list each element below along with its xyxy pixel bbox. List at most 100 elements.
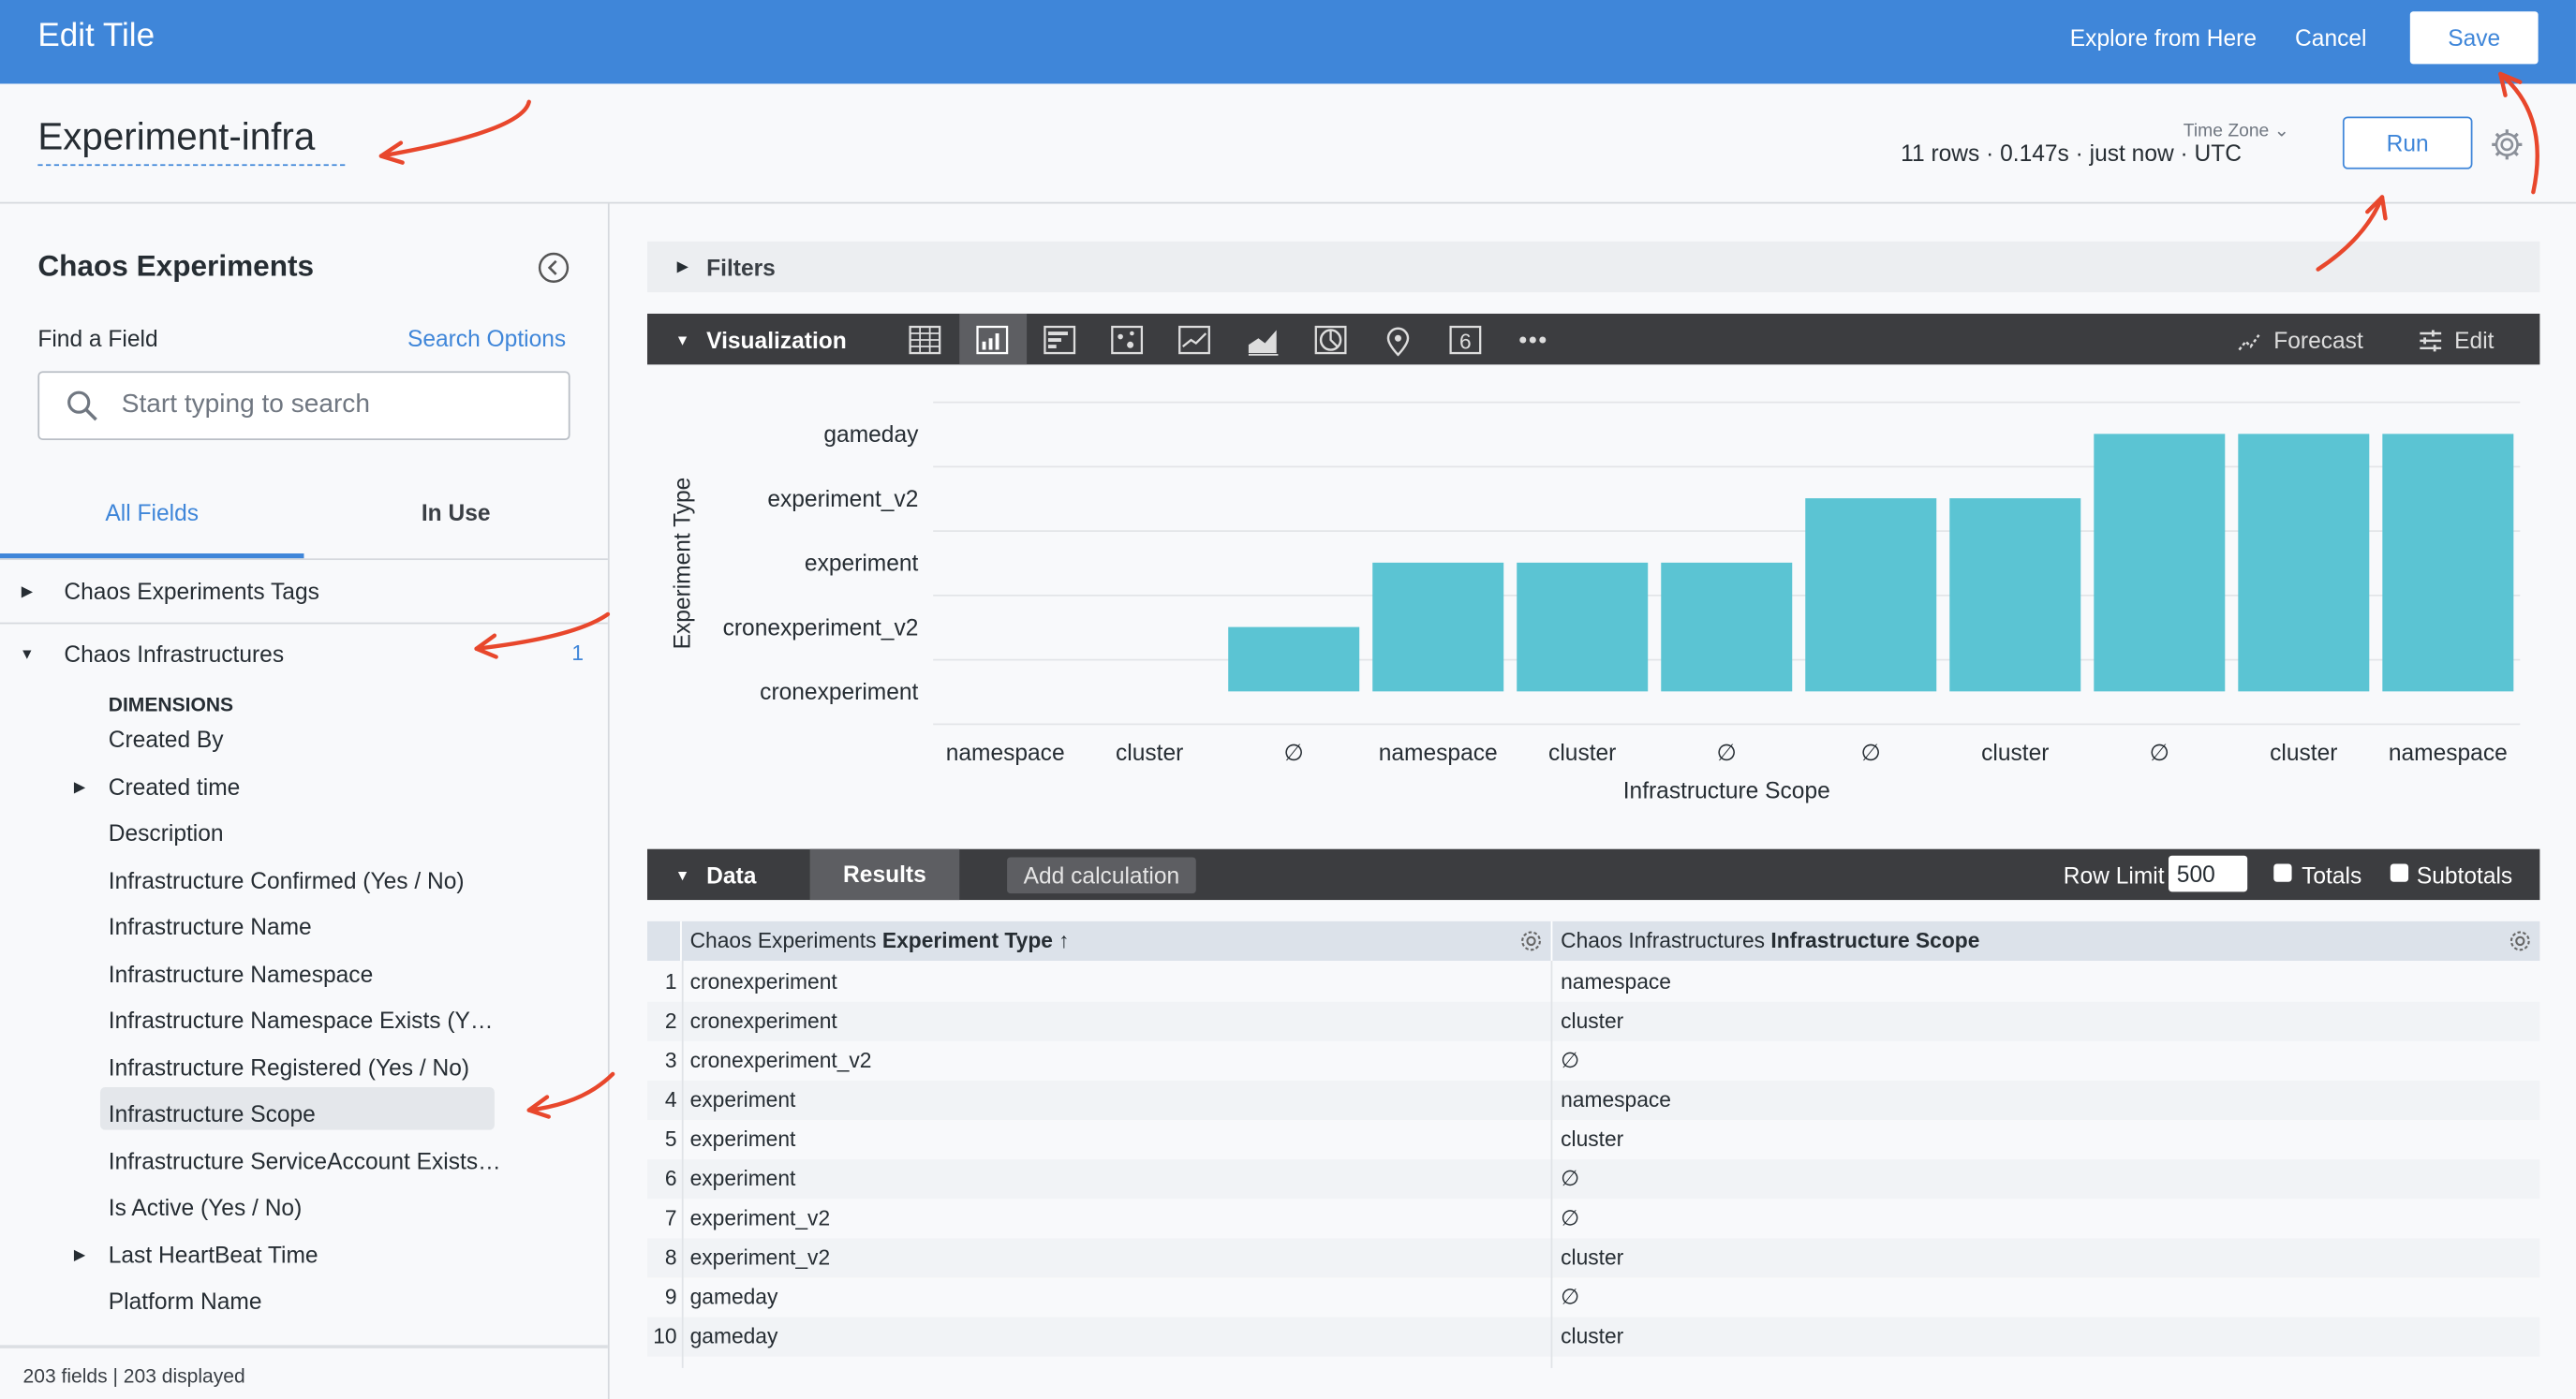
table-row: 9 gameday ∅ [646,1277,2540,1318]
group-chaos-infrastructures[interactable]: Chaos Infrastructures [64,640,285,668]
forecast-button[interactable]: Forecast [2273,327,2363,354]
tile-name-input[interactable]: Experiment-infra [37,115,346,167]
svg-text:6: 6 [1459,330,1472,354]
run-button[interactable]: Run [2342,116,2473,169]
field-item[interactable]: Last HeartBeat Time [108,1240,318,1268]
table-cell: cronexperiment_v2 [689,1047,872,1073]
bar [2238,434,2370,692]
map-pin-icon[interactable] [1380,322,1416,359]
table-cell: ∅ [1561,1205,1579,1230]
field-item[interactable]: Infrastructure Registered (Yes / No) [108,1053,470,1081]
data-tab[interactable]: Data [706,861,757,889]
field-item[interactable]: Infrastructure Namespace [108,960,374,987]
edit-viz-button[interactable]: Edit [2454,327,2495,354]
tab-all-fields[interactable]: All Fields [105,499,200,526]
y-tick-label: cronexperiment [760,680,918,705]
field-search-input[interactable]: Start typing to search [37,371,570,441]
row-number: 4 [664,1087,677,1112]
filters-section[interactable]: ▶ Filters [646,241,2540,293]
table-cell: experiment [689,1166,796,1191]
row-limit-input[interactable]: 500 [2169,855,2248,892]
time-zone-select[interactable]: Time Zone ⌄ [2184,120,2289,141]
field-count: 203 fields | 203 displayed [22,1364,245,1388]
gear-icon[interactable] [2507,928,2533,954]
line-chart-icon[interactable] [1177,322,1213,359]
gear-icon[interactable] [1518,928,1545,954]
y-tick-label: experiment [805,552,919,577]
single-value-icon[interactable]: 6 [1447,322,1484,359]
explore-from-here-link[interactable]: Explore from Here [2069,24,2258,52]
bar [1805,498,1937,692]
table-icon[interactable] [907,322,943,359]
query-status: 11 rows · 0.147s · just now · UTC [1901,140,2243,167]
save-button[interactable]: Save [2409,11,2539,65]
bar-chart-icon[interactable] [1042,322,1078,359]
caret-right-icon: ▶ [676,258,688,274]
area-chart-icon[interactable] [1245,322,1281,359]
x-tick-label: cluster [1548,741,1616,766]
results-tab[interactable]: Results [809,848,960,901]
column-view-label: Chaos Experiments [689,927,882,953]
field-item[interactable]: Infrastructure Name [108,913,312,940]
gear-icon[interactable] [2489,126,2525,163]
divider [1550,920,1553,961]
visualization-label[interactable]: Visualization [706,327,847,354]
more-icon[interactable] [1515,322,1551,359]
pie-chart-icon[interactable] [1312,322,1349,359]
field-item[interactable]: Infrastructure ServiceAccount Exists… [108,1147,501,1174]
field-item[interactable]: Description [108,819,224,847]
field-item[interactable]: Infrastructure Scope [108,1100,316,1127]
column-header-experiment-type[interactable]: Chaos Experiments Experiment Type ↑ [690,921,1070,961]
divider [0,622,608,625]
field-item[interactable]: Infrastructure Confirmed (Yes / No) [108,866,465,893]
arrow-annotation [378,99,531,158]
table-row: 10 gameday cluster [646,1317,2540,1357]
table-cell: experiment [689,1087,796,1112]
data-bar: ▼ Data Results Add calculation Row Limit… [646,848,2540,901]
field-item[interactable]: Created By [108,726,224,753]
subtotals-checkbox[interactable] [2390,863,2409,882]
column-field-label: Experiment Type [881,927,1053,953]
table-cell: cronexperiment [689,1008,837,1034]
row-limit-label: Row Limit [2063,861,2165,889]
table-row: 6 experiment ∅ [646,1159,2540,1200]
divider [0,201,2576,204]
row-number: 10 [653,1323,677,1348]
caret-down-icon: ▼ [674,867,690,884]
sort-asc-icon: ↑ [1059,927,1070,953]
search-options-link[interactable]: Search Options [407,325,567,352]
table-row: 7 experiment_v2 ∅ [646,1199,2540,1239]
chevron-down-icon: ⌄ [2273,121,2289,141]
table-row: 5 experiment cluster [646,1120,2540,1160]
selected-field-highlight [99,1087,495,1130]
table-row: 2 cronexperiment cluster [646,1001,2540,1041]
group-chaos-experiments-tags[interactable]: Chaos Experiments Tags [64,578,319,605]
tab-in-use[interactable]: In Use [421,499,491,526]
add-calculation-button[interactable]: Add calculation [1007,857,1196,894]
divider [0,558,608,561]
bar [1228,626,1360,692]
table-row: 4 experiment namespace [646,1081,2540,1121]
field-item[interactable]: Created time [108,773,241,800]
collapse-panel-icon[interactable] [537,251,570,284]
field-item[interactable]: Platform Name [108,1287,262,1315]
x-tick-label: namespace [2389,741,2508,766]
x-tick-label: namespace [946,741,1065,766]
field-item[interactable]: Infrastructure Namespace Exists (Y… [108,1007,494,1034]
y-tick-label: experiment_v2 [767,487,918,512]
scatter-icon[interactable] [1109,322,1146,359]
table-cell: cluster [1561,1127,1624,1152]
column-chart: cronexperiment cronexperiment_v2 experimen… [671,401,2521,803]
row-number: 2 [664,1008,677,1034]
bar [2094,434,2226,692]
x-tick-label: ∅ [2150,741,2169,766]
table-cell: experiment_v2 [689,1205,831,1230]
totals-checkbox[interactable] [2273,863,2292,882]
field-item[interactable]: Is Active (Yes / No) [108,1194,303,1221]
column-chart-icon[interactable] [974,322,1011,359]
column-view-label: Chaos Infrastructures [1561,927,1771,953]
cancel-button[interactable]: Cancel [2295,24,2367,52]
top-header: Edit Tile Explore from Here Cancel Save [0,0,2576,84]
column-header-infrastructure-scope[interactable]: Chaos Infrastructures Infrastructure Sco… [1561,921,1979,961]
divider [0,1345,608,1348]
